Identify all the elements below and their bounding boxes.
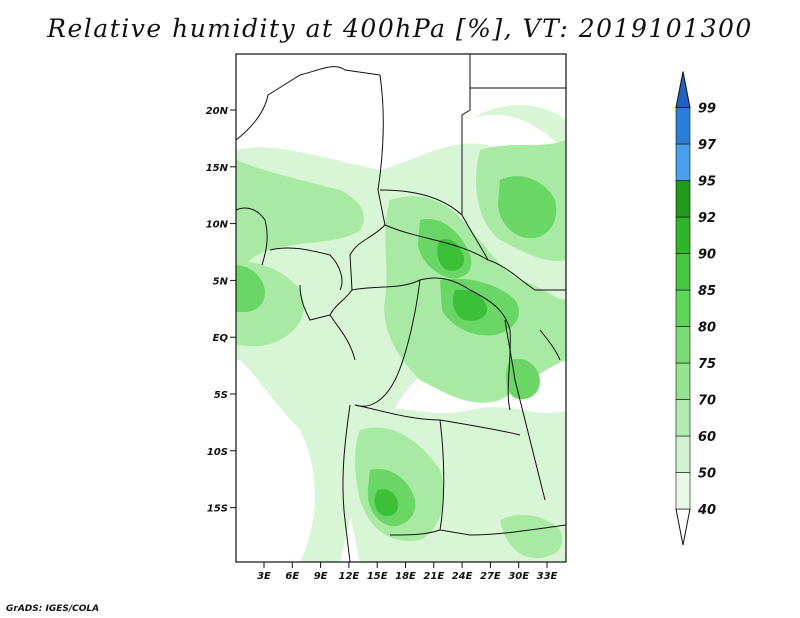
- colorbar-swatch: [675, 326, 691, 364]
- colorbar-swatch: [675, 289, 691, 327]
- colorbar-upper-triangle: [675, 71, 691, 108]
- colorbar-swatch: [675, 216, 691, 254]
- colorbar-swatch: [675, 253, 691, 291]
- lat-tick-label: EQ: [213, 333, 229, 344]
- humidity-patch: [452, 289, 488, 321]
- longitude-axis: 3E 6E 9E 12E 15E 18E 21E 24E 27E 30E 33E: [257, 562, 558, 582]
- colorbar-label: 97: [698, 138, 717, 153]
- lat-tick-label: 5N: [213, 276, 229, 287]
- colorbar-label: 40: [697, 503, 716, 518]
- humidity-patch: [470, 105, 566, 160]
- lon-tick-label: 24E: [452, 571, 473, 582]
- colorbar: 40 50 60 70 75 80 85 90 92 95 97 99: [675, 71, 717, 546]
- lon-tick-label: 33E: [537, 571, 558, 582]
- lat-tick-label: 15S: [207, 504, 228, 515]
- colorbar-label: 99: [698, 102, 716, 117]
- map-title: Relative humidity at 400hPa [%], VT: 201…: [47, 14, 753, 43]
- colorbar-label: 85: [698, 284, 716, 299]
- lon-tick-label: 21E: [423, 571, 444, 582]
- credit-label: GrADS: IGES/COLA: [6, 604, 100, 614]
- colorbar-label: 92: [698, 211, 716, 226]
- colorbar-swatch: [675, 362, 691, 400]
- lon-tick-label: 9E: [314, 571, 328, 582]
- colorbar-label: 60: [698, 430, 716, 445]
- colorbar-swatch: [675, 435, 691, 473]
- colorbar-label: 80: [698, 321, 716, 336]
- colorbar-label: 90: [698, 248, 716, 263]
- humidity-patch: [437, 239, 465, 271]
- lat-tick-label: 15N: [206, 163, 229, 174]
- country-borders: [236, 54, 566, 562]
- lat-tick-label: 5S: [214, 390, 228, 401]
- lat-tick-label: 10S: [207, 447, 228, 458]
- colorbar-swatch: [675, 472, 691, 510]
- lon-tick-label: 30E: [508, 571, 529, 582]
- lon-tick-label: 3E: [257, 571, 271, 582]
- colorbar-label: 50: [698, 467, 716, 482]
- lon-tick-label: 12E: [339, 571, 360, 582]
- humidity-patch: [236, 160, 364, 275]
- colorbar-lower-triangle: [675, 508, 691, 546]
- latitude-axis: 20N 15N 10N 5N EQ 5S 10S 15S: [206, 106, 236, 515]
- colorbar-swatch: [675, 180, 691, 218]
- colorbar-label: 70: [698, 394, 716, 409]
- colorbar-label: 95: [698, 175, 716, 190]
- colorbar-swatch: [675, 399, 691, 437]
- map-frame: [235, 53, 567, 563]
- humidity-patch: [505, 358, 540, 400]
- lon-tick-label: 18E: [395, 571, 416, 582]
- humidity-patch: [374, 489, 398, 516]
- colorbar-swatch: [675, 143, 691, 181]
- lat-tick-label: 10N: [206, 220, 229, 231]
- colorbar-label: 75: [698, 357, 716, 372]
- humidity-patch: [500, 514, 563, 559]
- humidity-field: [236, 105, 566, 562]
- humidity-patch: [498, 176, 557, 239]
- lon-tick-label: 6E: [285, 571, 299, 582]
- lon-tick-label: 15E: [367, 571, 388, 582]
- lat-tick-label: 20N: [206, 106, 229, 117]
- humidity-patch: [236, 265, 266, 312]
- lon-tick-label: 27E: [480, 571, 501, 582]
- colorbar-swatch: [675, 107, 691, 145]
